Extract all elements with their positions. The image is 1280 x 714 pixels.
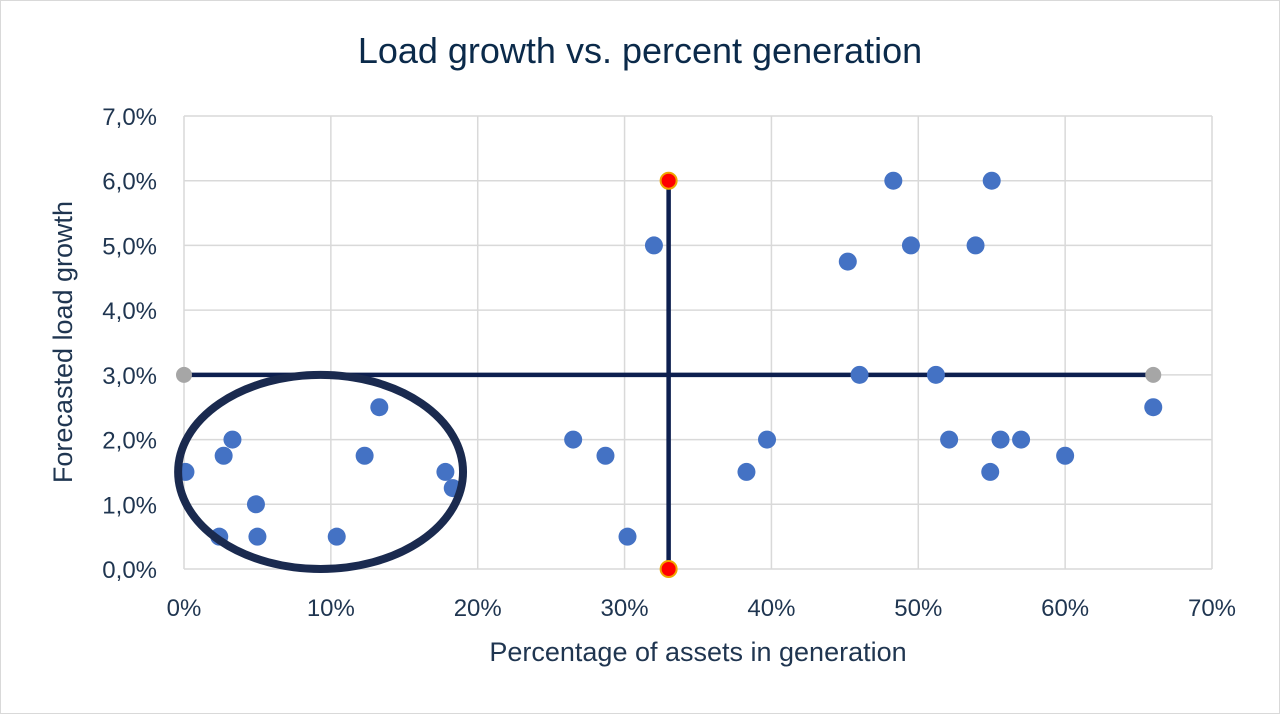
data-point (1144, 398, 1163, 417)
data-point (223, 430, 242, 449)
y-tick-label: 6,0% (102, 169, 157, 196)
data-points (176, 171, 1163, 546)
data-point (940, 430, 959, 449)
chart-title: Load growth vs. percent generation (358, 30, 922, 71)
x-axis-label: Percentage of assets in generation (489, 637, 906, 667)
data-point (644, 236, 663, 255)
data-point (355, 446, 374, 465)
x-tick-label: 0% (167, 595, 202, 622)
annotations (174, 370, 468, 573)
y-tick-label: 2,0% (102, 428, 157, 455)
data-point (327, 527, 346, 546)
data-point (981, 462, 1000, 481)
x-tick-label: 10% (307, 595, 355, 622)
y-tick-label: 1,0% (102, 492, 157, 519)
data-point (926, 365, 945, 384)
data-point (436, 462, 455, 481)
data-point (214, 446, 233, 465)
data-point (248, 527, 267, 546)
data-point (246, 495, 265, 514)
data-point (850, 365, 869, 384)
data-point (1012, 430, 1031, 449)
data-point (758, 430, 777, 449)
x-tick-label: 30% (601, 595, 649, 622)
data-point (737, 462, 756, 481)
data-point (901, 236, 920, 255)
data-point (884, 171, 903, 190)
y-axis-label: Forecasted load growth (48, 201, 78, 483)
x-tick-label: 60% (1041, 595, 1089, 622)
low-generation-cluster-ellipse (174, 370, 468, 573)
y-tick-label: 3,0% (102, 363, 157, 390)
x-tick-label: 20% (454, 595, 502, 622)
data-point (991, 430, 1010, 449)
y-tick-label: 4,0% (102, 298, 157, 325)
y-tick-label: 0,0% (102, 557, 157, 584)
y-tick-label: 5,0% (102, 233, 157, 260)
data-point (618, 527, 637, 546)
data-point (966, 236, 985, 255)
data-point (596, 446, 615, 465)
data-point (838, 252, 857, 271)
data-point (1056, 446, 1075, 465)
y-tick-label: 7,0% (102, 104, 157, 131)
horizontal-divider-endpoint (176, 366, 192, 383)
vertical-divider-endpoint (659, 171, 678, 190)
data-point (564, 430, 583, 449)
grid (183, 115, 1213, 570)
x-tick-label: 70% (1188, 595, 1236, 622)
vertical-divider-endpoint (659, 560, 678, 578)
tick-labels: 0,0% 1,0% 2,0% 3,0% 4,0% 5,0% 6,0% 7,0% 0% 10% 20%… (102, 104, 1236, 622)
x-tick-label: 40% (747, 595, 795, 622)
data-point (370, 398, 389, 417)
x-tick-label: 50% (894, 595, 942, 622)
horizontal-divider-endpoint (1145, 366, 1162, 383)
data-point (982, 171, 1001, 190)
